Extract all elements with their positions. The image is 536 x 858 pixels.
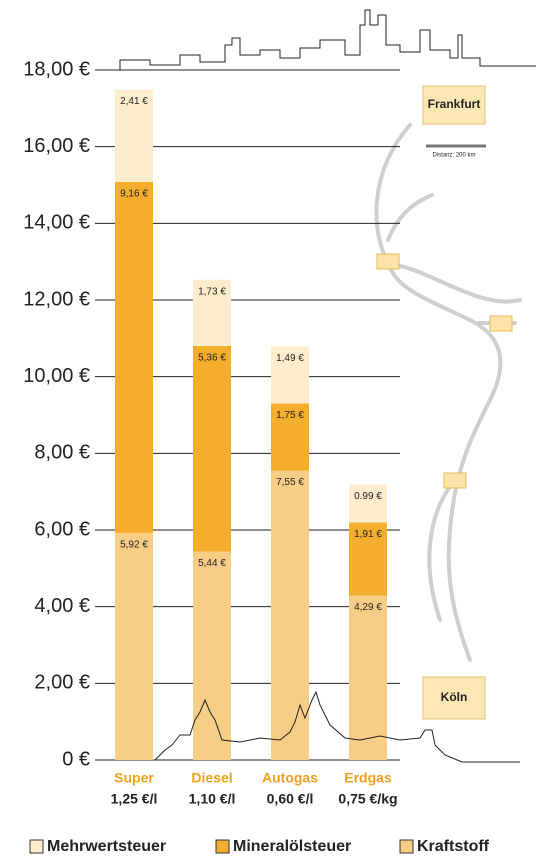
value-label: 2,41 € (120, 96, 148, 107)
bar-segment (271, 346, 309, 404)
y-tick-label: 8,00 € (34, 442, 90, 464)
y-tick-label: 16,00 € (23, 135, 90, 157)
value-label: 9,16 € (120, 189, 148, 200)
y-tick-label: 2,00 € (34, 672, 90, 694)
bar-segment (193, 346, 231, 552)
bar-segment (271, 403, 309, 471)
y-tick-label: 12,00 € (23, 288, 90, 310)
bar-segment (271, 470, 309, 760)
skyline (95, 9, 536, 71)
value-label: 5,44 € (198, 558, 226, 569)
bar-segment (115, 89, 153, 182)
price-label: 0,60 €/l (267, 791, 314, 807)
y-tick-label: 14,00 € (23, 212, 90, 234)
map: Frankfurt Distanz: 200 km Köln (374, 85, 522, 720)
legend-label: Kraftstoff (417, 838, 490, 855)
x-tick-label: Autogas (262, 770, 318, 786)
x-tick-label: Erdgas (344, 770, 392, 786)
bar-segment (349, 595, 387, 760)
price-label: 1,25 €/l (111, 791, 158, 807)
value-label: 1,49 € (276, 353, 304, 364)
price-label: 1,10 €/l (189, 791, 236, 807)
value-label: 1,91 € (354, 529, 382, 540)
y-tick-label: 10,00 € (23, 365, 90, 387)
skyline (154, 690, 520, 763)
value-label: 0.99 € (354, 491, 382, 502)
bar-segment (193, 551, 231, 760)
value-label: 5,36 € (198, 353, 226, 364)
value-label: 4,29 € (354, 602, 382, 613)
y-tick-label: 4,00 € (34, 595, 90, 617)
legend-swatch (215, 839, 230, 854)
value-label: 1,75 € (276, 410, 304, 421)
map-label: Frankfurt (428, 97, 481, 111)
x-tick-label: Super (114, 770, 154, 786)
plot: 0 € 2,00 € 4,00 € 6,00 € 8,00 € 10,00 € 12,00 … (23, 58, 489, 855)
bar-segment (349, 522, 387, 596)
map-label: Köln (441, 690, 468, 704)
y-tick-label: 0 € (62, 748, 90, 770)
map-scale: Distanz: 200 km (432, 153, 475, 159)
legend-label: Mineralölsteuer (233, 838, 351, 855)
value-label: 1,73 € (198, 286, 226, 297)
x-tick-label: Diesel (191, 770, 232, 786)
bar-segment (115, 533, 153, 760)
bar-segment (115, 181, 153, 534)
legend-swatch (29, 839, 44, 854)
y-tick-label: 6,00 € (34, 518, 90, 540)
value-label: 7,55 € (276, 477, 304, 488)
bar-segment (349, 484, 387, 523)
value-label: 5,92 € (120, 540, 148, 551)
y-tick-label: 18,00 € (23, 58, 90, 80)
legend-label: Mehrwertsteuer (47, 838, 166, 855)
price-label: 0,75 €/kg (338, 791, 397, 807)
bar-segment (193, 279, 231, 346)
legend-swatch (399, 839, 414, 854)
